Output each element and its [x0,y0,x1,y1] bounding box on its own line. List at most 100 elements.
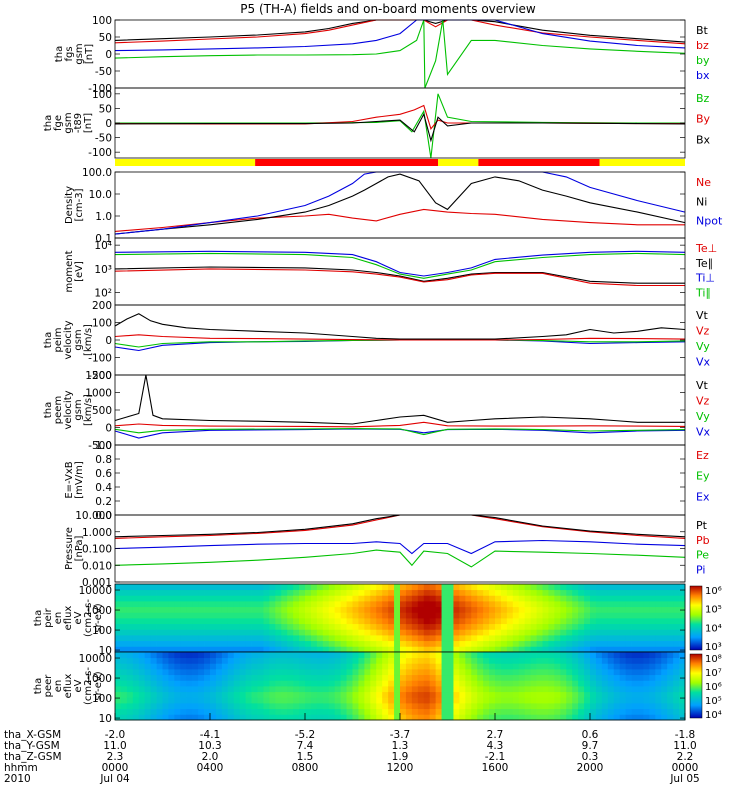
spectrogram-cell [162,623,169,630]
spectrogram-cell [572,584,579,591]
spectrogram-cell [180,652,187,659]
spectrogram-cell [566,606,573,613]
spectrogram-cell [429,686,437,693]
spectrogram-cell [138,612,146,619]
spectrogram-cell [649,623,656,630]
spectrogram-cell [239,674,247,681]
spectrogram-cell [649,589,656,596]
spectrogram-cell [578,589,585,596]
spectrogram-cell [619,703,627,710]
spectrogram-cell [162,697,169,704]
spectrogram-cell [400,601,407,608]
spectrogram-cell [542,646,549,653]
spectrogram-cell [221,612,229,619]
spectrogram-cell [530,686,537,693]
spectrogram-cell [293,618,300,625]
spectrogram-cell [358,697,365,704]
spectrogram-cell [679,652,686,659]
spectrogram-cell [489,623,496,630]
spectrogram-cell [572,629,579,636]
spectrogram-cell [376,686,383,693]
spectrogram-cell [287,708,294,715]
spectrogram-cell [679,629,686,636]
spectrogram-cell [394,663,401,670]
spectrogram-cell [607,657,615,664]
spectrogram-cell [417,623,425,630]
spectrogram-cell [144,618,152,625]
spectrogram-cell [132,663,140,670]
y-axis-label-line: eV [73,679,84,692]
spectrogram-cell [263,640,270,647]
spectrogram-cell [204,697,211,704]
spectrogram-cell [281,657,288,664]
spectrogram-cell [156,606,163,613]
spectrogram-cell [316,589,324,596]
spectrogram-cell [661,589,668,596]
spectrogram-cell [411,674,419,681]
spectrogram-cell [631,589,638,596]
spectrogram-cell [186,708,193,715]
spectrogram-cell [245,691,252,698]
spectrogram-cell [186,612,193,619]
series-line-density-1 [114,173,686,235]
spectrogram-cell [506,691,514,698]
spectrogram-cell [417,652,425,659]
spectrogram-cell [518,697,526,704]
spectrogram-cell [661,680,668,687]
spectrogram-cell [554,714,561,721]
spectrogram-cell [477,640,484,647]
spectrogram-cell [364,640,371,647]
spectrogram-cell [120,663,128,670]
spectrogram-cell [483,584,490,591]
spectrogram-cell [346,601,353,608]
spectrogram-cell [346,697,353,704]
spectrogram-cell [281,691,288,698]
spectrogram-cell [459,686,466,693]
spectrogram-cell [595,589,603,596]
spectrogram-cell [506,589,514,596]
spectrogram-cell [275,708,282,715]
spectrogram-cell [607,669,615,676]
spectrogram-cell [322,703,330,710]
spectrogram-cell [554,629,561,636]
spectrogram-cell [590,618,597,625]
spectrogram-cell [542,601,549,608]
spectrogram-cell [299,686,306,693]
spectrogram-cell [126,663,134,670]
y-axis-label-line: tha [43,332,54,348]
spectrogram-cell [180,589,187,596]
spectrogram-cell [198,691,205,698]
spectrogram-cell [204,640,211,647]
spectrogram-cell [251,646,258,653]
spectrogram-cell [435,601,442,608]
spectrogram-cell [156,703,163,710]
spectrogram-cell [578,703,585,710]
spectrogram-cell [400,629,407,636]
spectrogram-cell [400,686,407,693]
spectrogram-cell [138,595,146,602]
spectrogram-cell [429,669,437,676]
y-axis-label-line: [nPa] [74,535,85,561]
spectrogram-cell [144,595,152,602]
spectrogram-cell [607,635,615,642]
spectrogram-cell [215,686,223,693]
spectrogram-cell [150,623,157,630]
spectrogram-cell [281,618,288,625]
spectrogram-cell [334,612,342,619]
spectrogram-cell [275,635,282,642]
spectrogram-cell [447,657,454,664]
spectrogram-cell [162,618,169,625]
spectrogram-cell [679,703,686,710]
spectrogram-cell [483,663,490,670]
spectrogram-cell [316,680,324,687]
colorbar-tick-label: 10⁷ [705,668,722,679]
spectrogram-cell [263,601,270,608]
spectrogram-cell [679,691,686,698]
spectrogram-cell [198,618,205,625]
spectrogram-cell [613,708,621,715]
spectrogram-cell [441,612,448,619]
spectrogram-cell [554,618,561,625]
spectrogram-cell [601,663,609,670]
spectrogram-cell [358,618,365,625]
spectrogram-cell [221,635,229,642]
